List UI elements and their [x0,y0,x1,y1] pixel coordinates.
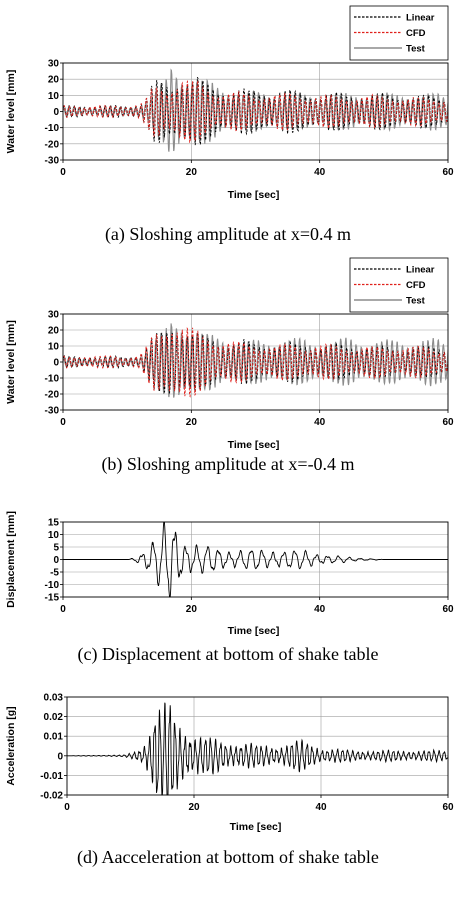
x-tick-label: 0 [60,167,66,178]
series-line-cfd [62,80,449,144]
y-tick-label: 20 [48,326,60,337]
legend-label-test: Test [406,296,426,307]
y-tick-label: 20 [48,75,60,86]
x-tick-label: 40 [314,417,326,428]
caption-b: (b) Sloshing amplitude at x=-0.4 m [101,454,354,475]
y-tick-label: -0.02 [40,791,63,802]
y-tick-label: 30 [48,310,60,321]
series-line-cfd [62,327,449,398]
x-tick-label: 60 [442,167,454,178]
panel-a: -30 -20 -10 0 10 20 30 0 20 40 60 Time [sec] Water l… [5,5,454,201]
y-axis-title: Displacement [mm] [5,511,17,608]
x-axis-title: Time [sec] [228,189,280,201]
panel-d: -0.02 -0.01 0 0.01 0.02 0.03 0 20 40 60 Time [sec]… [5,693,454,834]
y-tick-label: 0 [57,751,63,762]
y-tick-label: -0.01 [40,771,63,782]
y-tick-label: -15 [45,593,60,604]
y-tick-label: 10 [48,342,60,353]
y-tick-label: -10 [45,123,60,134]
panel-b: -30 -20 -10 0 10 20 30 0 20 40 60 Time [sec] Water l… [5,257,454,451]
y-tick-label: -10 [45,580,60,591]
y-tick-label: 0.02 [44,712,64,723]
x-axis-title: Time [sec] [228,625,280,637]
x-tick-label: 60 [442,417,454,428]
y-tick-label: 0 [53,358,59,369]
caption-d: (d) Aacceleration at bottom of shake tab… [77,847,379,868]
y-tick-label: 5 [53,543,59,554]
y-tick-label: 0.01 [44,732,64,743]
y-tick-label: 15 [48,518,60,529]
y-tick-label: -20 [45,139,60,150]
y-tick-label: 10 [48,530,60,541]
caption-a: (a) Sloshing amplitude at x=0.4 m [105,224,351,245]
series-line-test [62,323,449,398]
legend: Linear CFD Test [349,5,449,61]
legend-label-linear: Linear [406,13,435,24]
x-axis-title: Time [sec] [228,439,280,451]
y-tick-label: 0 [53,107,59,118]
y-tick-label: -10 [45,374,60,385]
y-tick-label: 0 [53,555,59,566]
series-line-acceleration [67,702,449,796]
y-tick-label: 30 [48,59,60,70]
legend-label-linear: Linear [406,265,435,276]
x-tick-label: 60 [442,604,454,615]
y-tick-label: -5 [50,568,59,579]
x-tick-label: 60 [442,802,454,813]
x-tick-label: 0 [60,604,66,615]
y-axis-title: Water level [mm] [5,70,17,154]
x-tick-label: 20 [186,167,198,178]
x-tick-label: 40 [314,167,326,178]
x-tick-label: 20 [186,604,198,615]
x-tick-label: 0 [60,417,66,428]
x-axis-title: Time [sec] [230,821,282,833]
legend-label-test: Test [406,44,426,55]
caption-c: (c) Displacement at bottom of shake tabl… [78,644,379,665]
series-line-displacement [63,521,448,598]
series-line-test [62,68,449,152]
legend-label-cfd: CFD [406,28,426,39]
y-axis-title: Water level [mm] [5,320,17,404]
x-tick-label: 20 [186,417,198,428]
legend: Linear CFD Test [349,257,449,313]
y-tick-label: -20 [45,390,60,401]
y-axis-title: Acceleration [g] [5,706,17,785]
x-tick-label: 0 [64,802,70,813]
y-tick-label: 10 [48,91,60,102]
y-tick-label: 0.03 [44,693,64,704]
x-tick-label: 40 [314,604,326,615]
x-tick-label: 40 [315,802,327,813]
y-tick-label: -30 [45,156,60,167]
legend-label-cfd: CFD [406,280,426,291]
plot-frame [66,696,449,796]
y-tick-label: -30 [45,406,60,417]
x-tick-label: 20 [188,802,200,813]
